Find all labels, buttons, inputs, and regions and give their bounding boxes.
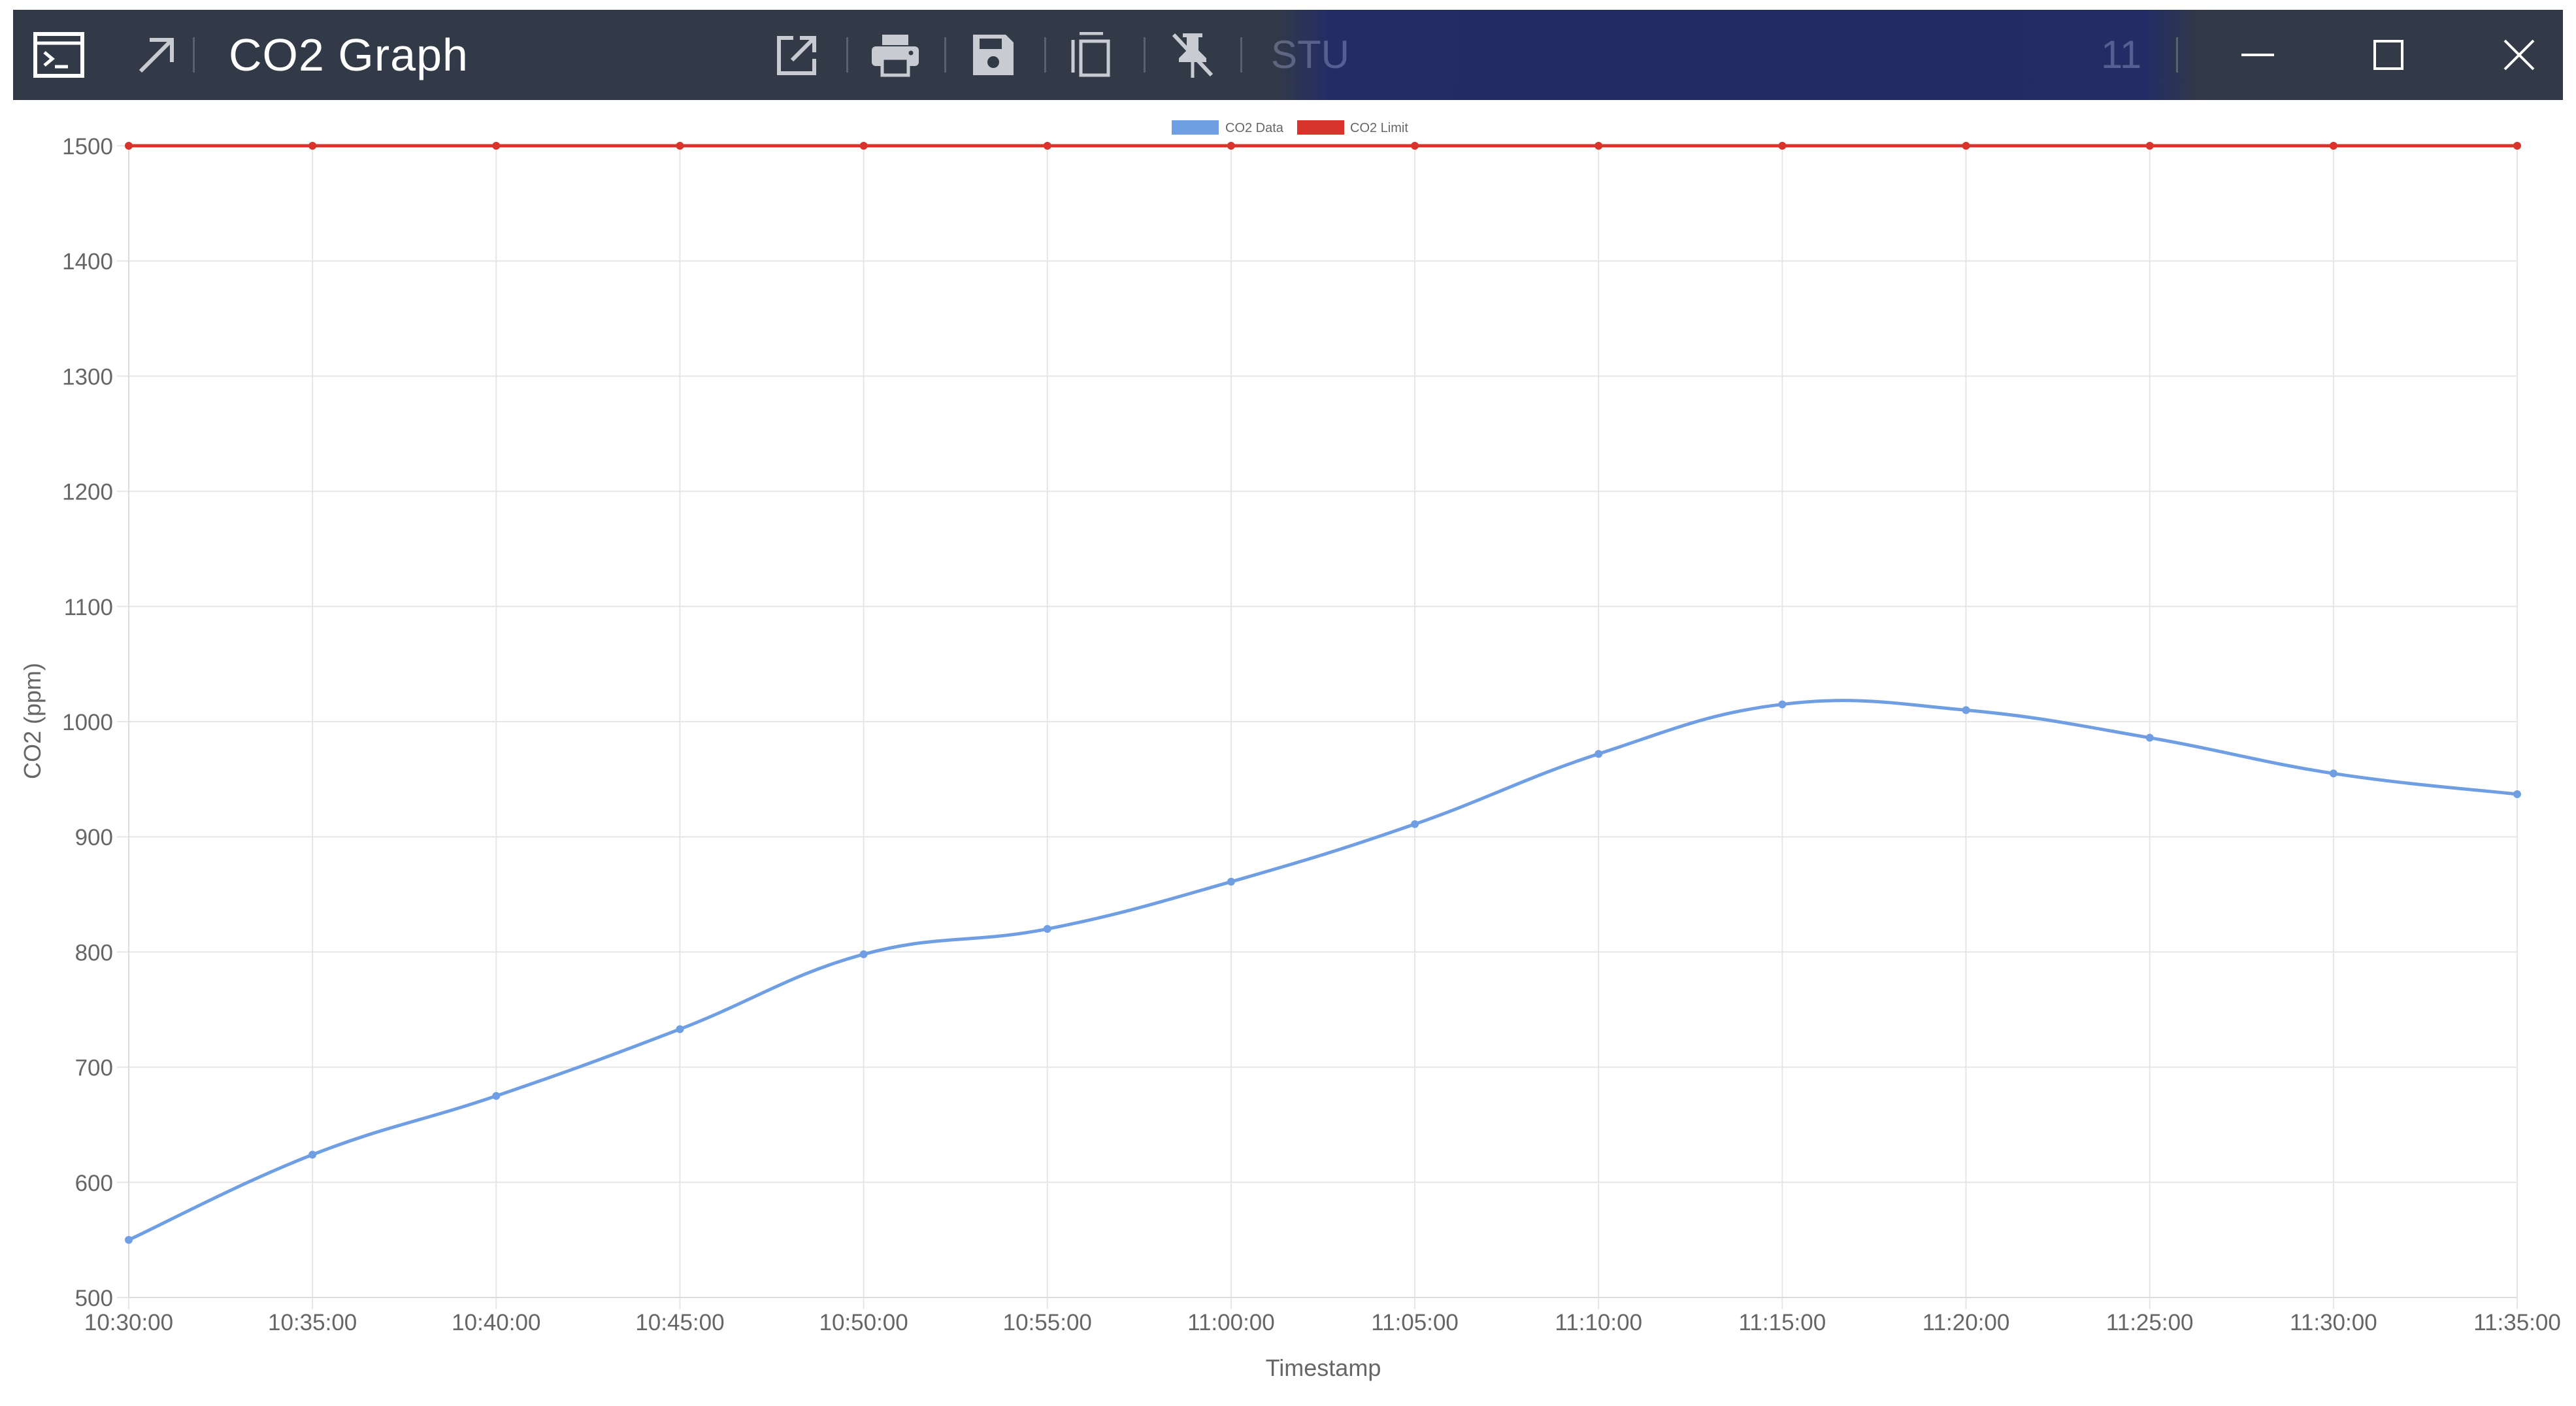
y-tick-label: 500 <box>75 1286 113 1311</box>
data-point-co2-limit[interactable] <box>1778 142 1787 150</box>
data-point-co2-limit[interactable] <box>2145 142 2154 150</box>
data-point-co2-limit[interactable] <box>1594 142 1603 150</box>
chart-canvas: 500600700800900100011001200130014001500 … <box>19 120 2561 1381</box>
data-point-co2-limit[interactable] <box>492 142 501 150</box>
x-tick-label: 10:55:00 <box>1003 1310 1092 1335</box>
x-tick-label: 11:05:00 <box>1371 1310 1459 1335</box>
data-point-co2-data[interactable] <box>125 1235 133 1244</box>
y-tick-label: 800 <box>75 940 113 965</box>
toolbar-separator <box>846 37 848 73</box>
x-axis-label: Timestamp <box>1266 1354 1381 1381</box>
x-tick-label: 11:30:00 <box>2290 1310 2377 1335</box>
toolbar-separator <box>1044 37 1046 73</box>
y-tick-label: 900 <box>75 825 113 850</box>
x-tick-label: 10:35:00 <box>268 1310 357 1335</box>
data-point-co2-data[interactable] <box>1594 750 1603 758</box>
data-point-co2-data[interactable] <box>1411 820 1419 828</box>
obscured-region <box>1274 10 2202 100</box>
data-point-co2-data[interactable] <box>2513 790 2521 799</box>
toolbar-separator <box>1240 37 1242 73</box>
x-tick-label: 11:25:00 <box>2106 1310 2194 1335</box>
legend-label-co2-data: CO2 Data <box>1225 121 1284 135</box>
data-point-co2-data[interactable] <box>859 950 868 958</box>
maximize-icon[interactable] <box>2343 10 2434 100</box>
data-point-co2-limit[interactable] <box>1227 142 1235 150</box>
x-tick-label: 11:35:00 <box>2473 1310 2561 1335</box>
copy-icon[interactable] <box>1059 10 1124 100</box>
data-point-co2-limit[interactable] <box>125 142 133 150</box>
x-tick-label: 11:15:00 <box>1739 1310 1826 1335</box>
data-point-co2-data[interactable] <box>2329 769 2337 778</box>
save-icon[interactable] <box>961 10 1026 100</box>
obscured-text-left: STU <box>1271 33 1349 76</box>
unpin-icon[interactable] <box>1160 10 1225 100</box>
y-tick-label: 1000 <box>62 710 113 735</box>
y-tick-label: 1400 <box>62 249 113 275</box>
terminal-icon[interactable] <box>26 10 91 100</box>
arrow-up-right-icon[interactable] <box>124 10 190 100</box>
co2-chart: 500 600 700 800 900 1000 1100 1200 1300 1400 1500 … <box>0 100 2576 1403</box>
data-point-co2-data[interactable] <box>492 1092 501 1100</box>
toolbar-separator <box>944 37 946 73</box>
y-axis-label: CO2 (ppm) <box>19 663 46 779</box>
y-tick-label: 700 <box>75 1056 113 1081</box>
data-point-co2-limit[interactable] <box>1043 142 1051 150</box>
legend-label-co2-limit: CO2 Limit <box>1350 121 1408 135</box>
open-external-icon[interactable] <box>765 10 830 100</box>
data-point-co2-data[interactable] <box>1227 877 1235 886</box>
y-tick-label: 1200 <box>62 480 113 505</box>
y-tick-label: 1500 <box>62 134 113 159</box>
toolbar-separator <box>193 37 195 73</box>
legend-swatch-co2-data <box>1172 120 1219 135</box>
data-point-co2-limit[interactable] <box>2329 142 2337 150</box>
close-icon[interactable] <box>2473 10 2563 100</box>
data-point-co2-limit[interactable] <box>859 142 868 150</box>
x-tick-label: 10:40:00 <box>452 1310 540 1335</box>
x-tick-label: 10:30:00 <box>84 1310 173 1335</box>
x-tick-label: 10:45:00 <box>635 1310 724 1335</box>
data-point-co2-limit[interactable] <box>2513 142 2521 150</box>
y-tick-label: 1300 <box>62 364 113 390</box>
x-tick-label: 10:50:00 <box>819 1310 908 1335</box>
data-point-co2-data[interactable] <box>308 1150 317 1159</box>
data-point-co2-data[interactable] <box>1043 925 1051 933</box>
toolbar-separator <box>1144 37 1146 73</box>
x-tick-label: 11:20:00 <box>1923 1310 2010 1335</box>
window-titlebar: CO2 Graph <box>13 10 2563 100</box>
data-point-co2-limit[interactable] <box>1962 142 1970 150</box>
y-tick-label: 600 <box>75 1171 113 1196</box>
x-tick-label: 11:00:00 <box>1187 1310 1275 1335</box>
toolbar-separator <box>2176 37 2178 73</box>
data-point-co2-limit[interactable] <box>1411 142 1419 150</box>
obscured-text-right: 11 <box>2101 33 2142 76</box>
data-point-co2-data[interactable] <box>1962 706 1970 714</box>
window-title: CO2 Graph <box>229 29 469 80</box>
data-point-co2-limit[interactable] <box>308 142 317 150</box>
y-tick-label: 1100 <box>64 595 113 620</box>
print-icon[interactable] <box>863 10 928 100</box>
x-tick-label: 11:10:00 <box>1555 1310 1642 1335</box>
minimize-icon[interactable] <box>2212 10 2304 100</box>
legend-swatch-co2-limit <box>1297 120 1344 135</box>
series-line-co2-data <box>127 699 2518 1242</box>
data-point-co2-data[interactable] <box>2145 733 2154 742</box>
data-point-co2-data[interactable] <box>676 1025 684 1033</box>
data-point-co2-limit[interactable] <box>676 142 684 150</box>
data-point-co2-data[interactable] <box>1778 700 1787 709</box>
